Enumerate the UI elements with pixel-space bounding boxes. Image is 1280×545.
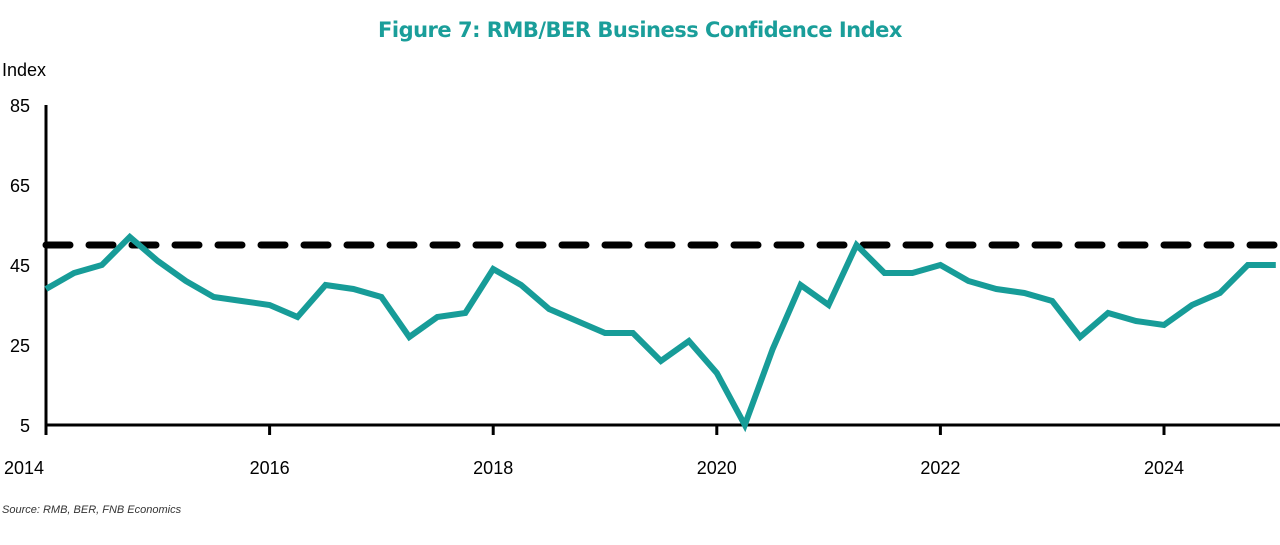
series-line	[44, 232, 1276, 433]
y-tick-label: 5	[20, 416, 30, 436]
y-axis-ticks: 5 25 45 65 85	[10, 96, 30, 436]
chart-title: Figure 7: RMB/BER Business Confidence In…	[378, 18, 902, 42]
x-tick-label: 2020	[697, 458, 737, 478]
series-group	[44, 232, 1276, 433]
y-tick-label: 45	[10, 256, 30, 276]
x-tick-label: 2024	[1144, 458, 1184, 478]
y-tick-label: 65	[10, 176, 30, 196]
y-tick-label: 25	[10, 336, 30, 356]
x-tick-label: 2016	[250, 458, 290, 478]
x-tick-label: 2014	[4, 458, 44, 478]
y-axis-label: Index	[2, 60, 47, 80]
y-tick-label: 85	[10, 96, 30, 116]
x-axis-ticks: 2014 2016 2018 2020 2022 2024	[4, 425, 1184, 478]
x-tick-label: 2022	[920, 458, 960, 478]
source-note: Source: RMB, BER, FNB Economics	[2, 504, 182, 516]
x-tick-label: 2018	[473, 458, 513, 478]
axes	[44, 105, 1280, 435]
